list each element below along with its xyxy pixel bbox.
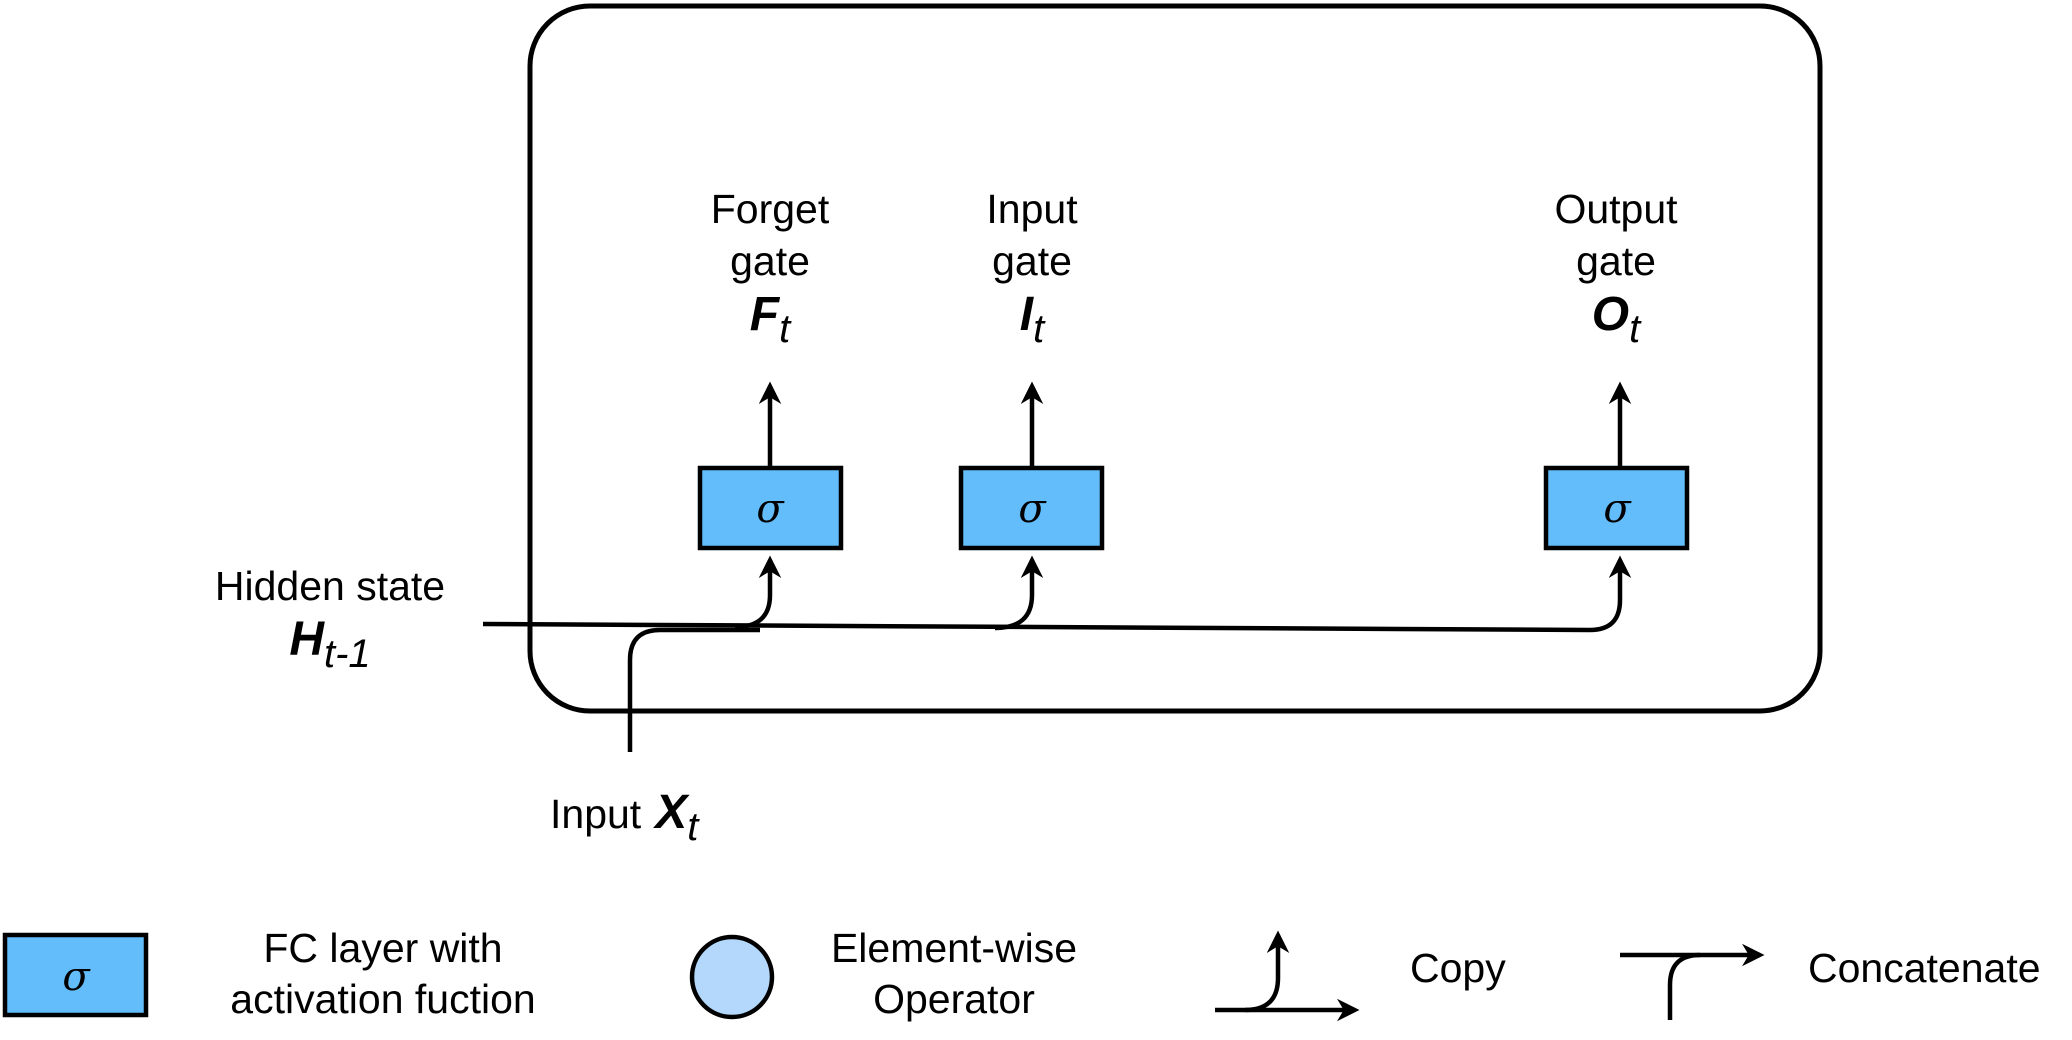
forget-gate-label-line1: Forget bbox=[711, 186, 830, 232]
input-gate: σ bbox=[958, 465, 1105, 551]
legend-elementwise-line1: Element-wise bbox=[831, 925, 1077, 971]
input-gate-label: Input gate It bbox=[986, 186, 1078, 351]
legend-copy-branch-arrow bbox=[1244, 930, 1290, 1013]
output-gate-label: Output gate Ot bbox=[1554, 186, 1678, 351]
legend-concatenate-join bbox=[1667, 952, 1701, 1020]
output-gate: σ bbox=[1543, 465, 1690, 551]
legend-fc-layer-line2: activation fuction bbox=[230, 976, 535, 1022]
legend-elementwise: Element-wise Operator bbox=[689, 925, 1077, 1022]
legend-fc-layer-box bbox=[2, 932, 149, 1018]
input-label: Input Xt bbox=[550, 786, 700, 849]
hidden-state-label: Hidden state Ht-1 bbox=[215, 563, 445, 676]
forget-gate-label-line2: gate bbox=[730, 238, 810, 284]
legend-copy: Copy bbox=[1215, 930, 1506, 1022]
hidden-state-text: Hidden state bbox=[215, 563, 445, 609]
forget-gate-fc-box bbox=[697, 465, 844, 551]
output-gate-symbol: Ot bbox=[1592, 288, 1642, 351]
legend-fc-layer: σ FC layer with activation fuction bbox=[2, 925, 536, 1022]
legend-concatenate-label: Concatenate bbox=[1808, 945, 2041, 991]
output-gate-fc-box bbox=[1543, 465, 1690, 551]
legend-fc-layer-symbol: σ bbox=[62, 954, 91, 1000]
output-gate-label-line2: gate bbox=[1576, 238, 1656, 284]
forget-gate-label: Forget gate Ft bbox=[711, 186, 830, 351]
hidden-to-input-gate-branch bbox=[994, 555, 1044, 631]
legend-fc-layer-line1: FC layer with bbox=[263, 925, 502, 971]
input-gate-label-line1: Input bbox=[986, 186, 1078, 232]
hidden-to-forget-gate-branch bbox=[734, 555, 782, 630]
legend-concatenate: Concatenate bbox=[1620, 943, 2041, 1020]
input-gate-fc-box bbox=[958, 465, 1105, 551]
output-gate-label-line1: Output bbox=[1554, 186, 1678, 232]
hidden-state-line bbox=[482, 555, 1632, 633]
legend-elementwise-circle bbox=[689, 934, 775, 1020]
input-gate-symbol: It bbox=[1020, 288, 1046, 351]
legend-copy-label: Copy bbox=[1410, 945, 1506, 991]
forget-gate-symbol: Ft bbox=[750, 288, 792, 351]
input-line bbox=[627, 627, 760, 752]
legend-elementwise-line2: Operator bbox=[873, 976, 1035, 1022]
input-text-and-symbol: Input Xt bbox=[550, 786, 700, 849]
hidden-state-symbol: Ht-1 bbox=[289, 613, 370, 676]
cell-frame bbox=[527, 3, 1823, 714]
input-gate-activation: σ bbox=[1018, 486, 1047, 532]
output-gate-activation: σ bbox=[1603, 486, 1632, 532]
forget-gate: σ bbox=[697, 465, 844, 551]
legend: σ FC layer with activation fuction Eleme… bbox=[2, 925, 2041, 1022]
forget-gate-activation: σ bbox=[756, 486, 785, 532]
input-gate-label-line2: gate bbox=[992, 238, 1072, 284]
